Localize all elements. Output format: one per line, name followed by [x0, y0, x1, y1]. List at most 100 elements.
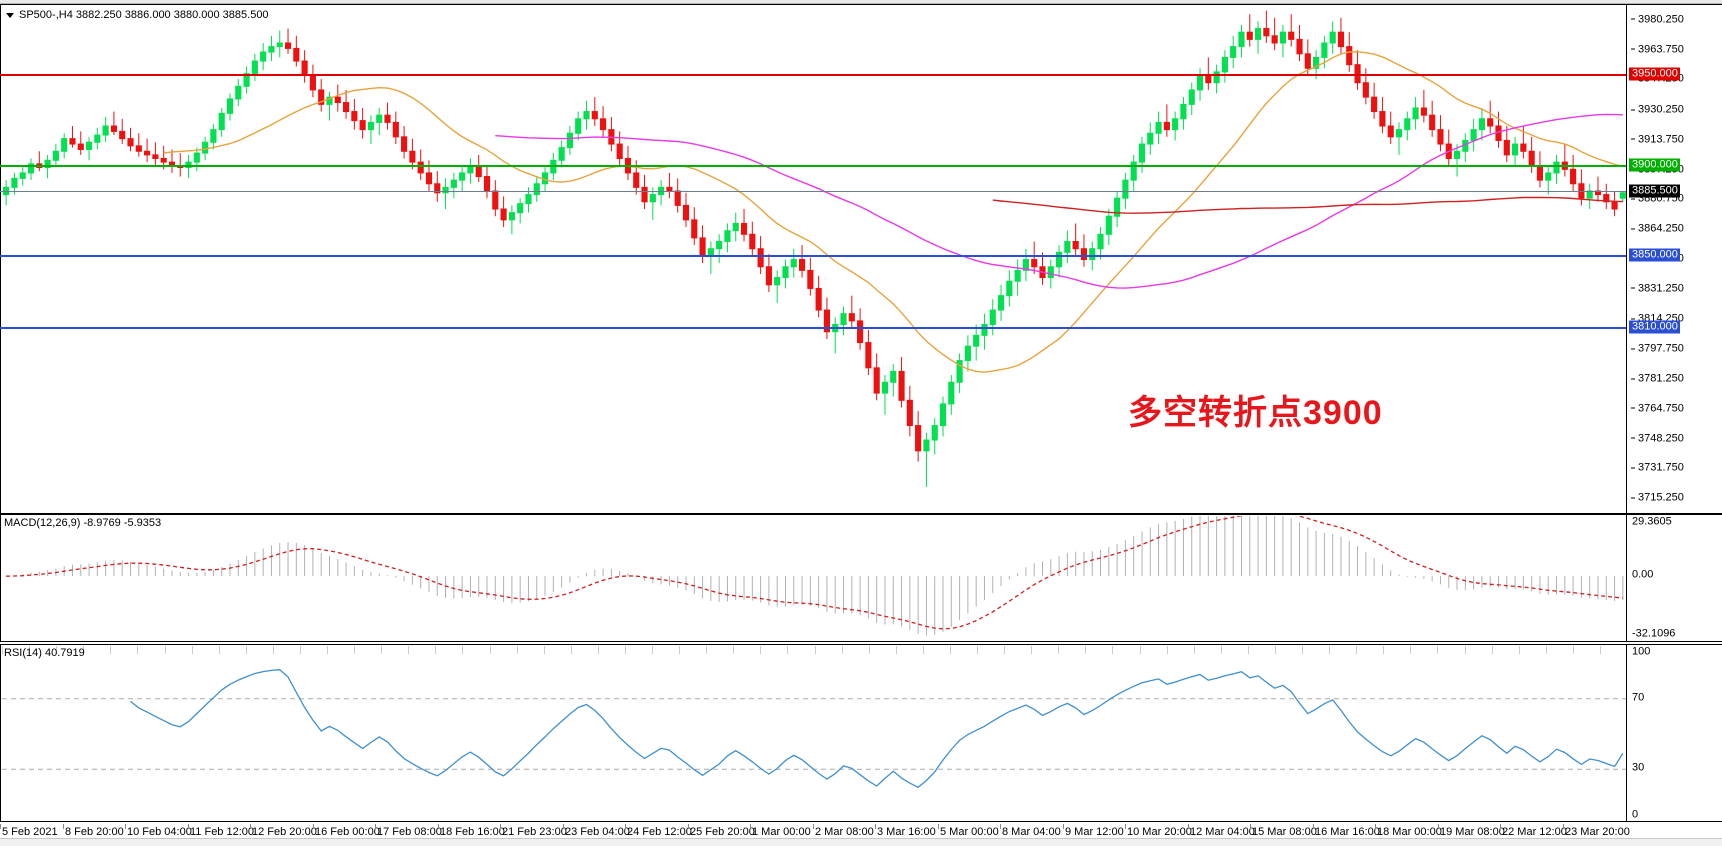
rsi-grid-tick [1546, 646, 1547, 654]
rsi-axis-tick-label: 70 [1632, 691, 1645, 704]
time-axis-label: 15 Mar 08:00 [1252, 826, 1317, 838]
rsi-grid-tick [327, 646, 328, 654]
rsi-grid-tick [815, 646, 816, 654]
tick-dash-icon [1631, 138, 1635, 140]
price-level-label-3850-000[interactable]: 3850.000 [1629, 248, 1680, 262]
time-axis-label: 18 Feb 16:00 [440, 826, 505, 838]
rsi-grid-tick [246, 646, 247, 654]
rsi-grid-tick [1085, 646, 1086, 654]
price-pane-header-text: SP500-,H4 3882.250 3886.000 3880.000 388… [19, 9, 269, 21]
price-axis-tick-label: 3731.750 [1638, 461, 1684, 474]
tick-dash-icon [1631, 318, 1635, 320]
price-axis-tick-label: 3913.750 [1638, 133, 1684, 146]
price-level-line-3900-000[interactable] [0, 164, 1626, 167]
rsi-grid-tick [1058, 646, 1059, 654]
time-axis-label: 23 Mar 20:00 [1565, 826, 1630, 838]
rsi-grid-tick [598, 646, 599, 654]
price-axis-tick: 3864.250 [1631, 223, 1684, 235]
rsi-grid-tick [1302, 646, 1303, 654]
tick-dash-icon [1631, 287, 1635, 289]
macd-axis-tick-label: -32.1096 [1632, 627, 1676, 640]
price-axis-tick: 3748.250 [1631, 433, 1684, 444]
price-level-line-3885-500[interactable] [0, 190, 1626, 192]
time-axis-label: 1 Mar 00:00 [752, 826, 811, 838]
rsi-grid-tick [219, 646, 220, 654]
rsi-grid-tick [1573, 646, 1574, 654]
rsi-series [2, 669, 1627, 789]
rsi-grid-tick [1465, 646, 1466, 654]
rsi-grid-tick [110, 646, 111, 654]
price-level-label-3950-000[interactable]: 3950.000 [1629, 67, 1680, 81]
macd-pane[interactable]: 29.3605 0.00 -32.1096 [0, 514, 1722, 642]
price-axis-tick: 3880.750 [1631, 193, 1684, 205]
macd-plot-area[interactable] [2, 516, 1722, 640]
rsi-grid-tick [787, 646, 788, 654]
rsi-grid-tick [652, 646, 653, 654]
time-axis-label: 19 Mar 08:00 [1440, 826, 1505, 838]
time-axis-tick [375, 824, 376, 829]
rsi-grid-tick [2, 646, 3, 654]
time-axis-label: 12 Feb 20:00 [252, 826, 317, 838]
rsi-grid-tick [1329, 646, 1330, 654]
caret-down-icon[interactable] [6, 12, 14, 18]
macd-axis[interactable]: 29.3605 0.00 -32.1096 [1626, 515, 1722, 641]
price-level-line-3850-000[interactable] [0, 254, 1626, 257]
macd-axis-tick-label: 0.00 [1632, 568, 1654, 581]
time-axis-label: 17 Feb 08:00 [377, 826, 442, 838]
time-axis[interactable]: 5 Feb 2021 8 Feb 20:00 10 Feb 04:00 11 Feb … [0, 824, 1722, 845]
price-level-label-3885-500[interactable]: 3885.500 [1629, 184, 1680, 198]
price-level-label-3810-000[interactable]: 3810.000 [1629, 320, 1680, 334]
time-axis-tick [1375, 824, 1376, 829]
rsi-axis[interactable]: 100 70 30 0 [1626, 645, 1722, 821]
rsi-grid-tick [842, 646, 843, 654]
price-plot-area[interactable] [2, 6, 1722, 512]
rsi-grid-tick [896, 646, 897, 654]
rsi-pane-header[interactable]: RSI(14) 40.7919 [4, 647, 85, 659]
rsi-grid-tick [490, 646, 491, 654]
rsi-grid-tick [571, 646, 572, 654]
chart-annotation: 多空转折点3900 [1128, 394, 1383, 432]
rsi-grid-tick [83, 646, 84, 654]
rsi-grid-tick [1600, 646, 1601, 654]
price-axis-tick: 3715.250 [1631, 492, 1684, 504]
price-axis-tick: 3814.250 [1631, 312, 1684, 325]
time-axis-tick [750, 824, 751, 829]
price-level-line-3810-000[interactable] [0, 327, 1626, 330]
time-axis-tick [875, 824, 876, 829]
tick-dash-icon [1631, 348, 1635, 350]
time-axis-tick [625, 824, 626, 829]
price-axis-tick: 3764.750 [1631, 403, 1684, 414]
rsi-grid-tick [1275, 646, 1276, 654]
time-axis-tick [688, 824, 689, 829]
rsi-plot-area[interactable] [2, 646, 1722, 820]
time-axis-tick [563, 824, 564, 829]
price-axis-tick-label: 3781.250 [1638, 372, 1684, 385]
rsi-grid-tick [869, 646, 870, 654]
rsi-grid-tick [1248, 646, 1249, 654]
time-axis-tick [1125, 824, 1126, 829]
time-axis-tick [188, 824, 189, 829]
price-level-label-3900-000[interactable]: 3900.000 [1629, 158, 1680, 172]
time-axis-tick [1500, 824, 1501, 829]
time-axis-label: 23 Feb 04:00 [565, 826, 630, 838]
macd-pane-header[interactable]: MACD(12,26,9) -8.9769 -5.9353 [4, 517, 162, 529]
price-axis-tick-label: 3980.250 [1638, 13, 1684, 26]
price-level-line-3950-000[interactable] [0, 74, 1626, 77]
rsi-grid-tick [1356, 646, 1357, 654]
time-axis-tick [313, 824, 314, 829]
time-axis-label: 5 Feb 2021 [2, 826, 58, 838]
time-axis-label: 2 Mar 08:00 [815, 826, 874, 838]
price-axis-tick-label: 3930.250 [1638, 103, 1684, 116]
rsi-grid-tick [950, 646, 951, 654]
rsi-grid-tick [273, 646, 274, 654]
price-axis[interactable]: 3980.2503963.7503947.2503930.2503913.750… [1626, 5, 1722, 513]
price-pane-header[interactable]: SP500-,H4 3882.250 3886.000 3880.000 388… [6, 9, 269, 21]
time-axis-label: 18 Mar 00:00 [1377, 826, 1442, 838]
rsi-grid-tick [137, 646, 138, 654]
price-axis-tick: 3930.250 [1631, 103, 1684, 116]
price-pane[interactable]: 3980.2503963.7503947.2503930.2503913.750… [0, 4, 1722, 514]
time-axis-label: 24 Feb 12:00 [627, 826, 692, 838]
price-axis-tick-label: 3814.250 [1638, 312, 1684, 325]
rsi-axis-tick-label: 0 [1632, 808, 1639, 821]
rsi-pane[interactable]: 100 70 30 0 [0, 644, 1722, 822]
